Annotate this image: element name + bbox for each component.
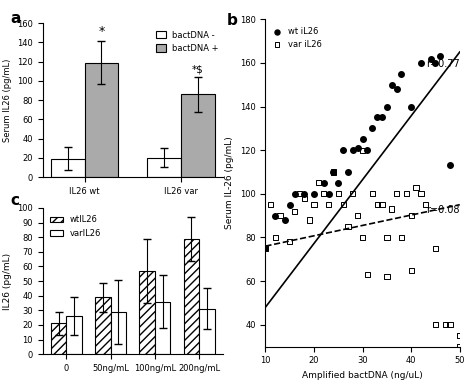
var iL26	[262, 245, 269, 251]
Text: *$: *$	[192, 64, 204, 74]
wt iL26	[374, 114, 381, 121]
var iL26	[407, 267, 415, 273]
var iL26	[378, 202, 386, 208]
wt iL26	[349, 147, 357, 153]
X-axis label: Amplified bactDNA (ng/uL): Amplified bactDNA (ng/uL)	[302, 371, 423, 380]
var iL26	[407, 213, 415, 219]
var iL26	[339, 202, 347, 208]
Bar	[147, 158, 181, 177]
Y-axis label: Serum IL26 (pg/mL): Serum IL26 (pg/mL)	[2, 59, 11, 142]
Bar	[199, 309, 215, 354]
Bar	[110, 312, 126, 354]
wt iL26	[359, 136, 366, 142]
wt iL26	[262, 245, 269, 251]
var iL26	[456, 333, 464, 339]
var iL26	[349, 191, 357, 197]
Text: r=0.08: r=0.08	[426, 206, 459, 216]
var iL26	[388, 206, 395, 212]
var iL26	[369, 191, 376, 197]
var iL26	[432, 321, 439, 328]
var iL26	[354, 213, 362, 219]
wt iL26	[388, 82, 395, 88]
wt iL26	[339, 147, 347, 153]
Bar	[181, 94, 215, 177]
var iL26	[315, 180, 323, 186]
wt iL26	[301, 191, 308, 197]
wt iL26	[271, 213, 279, 219]
wt iL26	[325, 191, 332, 197]
var iL26	[402, 191, 410, 197]
var iL26	[291, 208, 299, 214]
wt iL26	[378, 114, 386, 121]
wt iL26	[364, 147, 371, 153]
var iL26	[398, 234, 405, 241]
Text: *: *	[98, 25, 105, 38]
var iL26	[320, 191, 328, 197]
wt iL26	[437, 53, 444, 59]
Text: r=0.77: r=0.77	[426, 59, 459, 69]
var iL26	[325, 202, 332, 208]
wt iL26	[446, 162, 454, 169]
wt iL26	[310, 191, 318, 197]
wt iL26	[432, 60, 439, 66]
Legend: bactDNA -, bactDNA +: bactDNA -, bactDNA +	[152, 27, 222, 56]
var iL26	[359, 234, 366, 241]
var iL26	[329, 169, 337, 175]
var iL26	[276, 213, 284, 219]
wt iL26	[383, 104, 391, 110]
wt iL26	[329, 169, 337, 175]
var iL26	[446, 321, 454, 328]
var iL26	[456, 343, 464, 350]
var iL26	[271, 234, 279, 241]
var iL26	[286, 239, 293, 245]
Bar	[95, 297, 110, 354]
var iL26	[441, 321, 449, 328]
var iL26	[374, 202, 381, 208]
wt iL26	[344, 169, 352, 175]
Bar	[139, 271, 155, 354]
var iL26	[422, 202, 429, 208]
Text: b: b	[227, 13, 237, 28]
Legend: wt iL26, var iL26: wt iL26, var iL26	[270, 23, 325, 52]
Bar	[155, 301, 170, 354]
var iL26	[383, 234, 391, 241]
var iL26	[266, 202, 274, 208]
wt iL26	[354, 145, 362, 151]
var iL26	[335, 191, 342, 197]
var iL26	[383, 274, 391, 280]
var iL26	[432, 245, 439, 251]
Bar	[51, 323, 66, 354]
var iL26	[296, 191, 303, 197]
Bar	[84, 62, 118, 177]
Y-axis label: Serum IL-26 (pg/mL): Serum IL-26 (pg/mL)	[225, 137, 234, 229]
wt iL26	[291, 191, 299, 197]
var iL26	[301, 195, 308, 201]
var iL26	[344, 223, 352, 229]
wt iL26	[281, 217, 289, 223]
wt iL26	[398, 71, 405, 77]
wt iL26	[427, 55, 434, 62]
var iL26	[359, 147, 366, 153]
Bar	[183, 239, 199, 354]
var iL26	[310, 202, 318, 208]
wt iL26	[407, 104, 415, 110]
var iL26	[412, 184, 420, 190]
wt iL26	[369, 125, 376, 131]
var iL26	[417, 191, 425, 197]
var iL26	[305, 217, 313, 223]
Bar	[66, 316, 82, 354]
wt iL26	[320, 180, 328, 186]
Legend: wtIL26, varIL26: wtIL26, varIL26	[47, 212, 104, 241]
wt iL26	[335, 180, 342, 186]
Y-axis label: IL26 (pg/mL): IL26 (pg/mL)	[3, 253, 12, 310]
wt iL26	[286, 202, 293, 208]
Text: c: c	[10, 193, 19, 208]
wt iL26	[417, 60, 425, 66]
var iL26	[364, 271, 371, 278]
Bar	[51, 159, 84, 177]
Text: a: a	[10, 11, 20, 26]
wt iL26	[393, 86, 401, 92]
var iL26	[393, 191, 401, 197]
